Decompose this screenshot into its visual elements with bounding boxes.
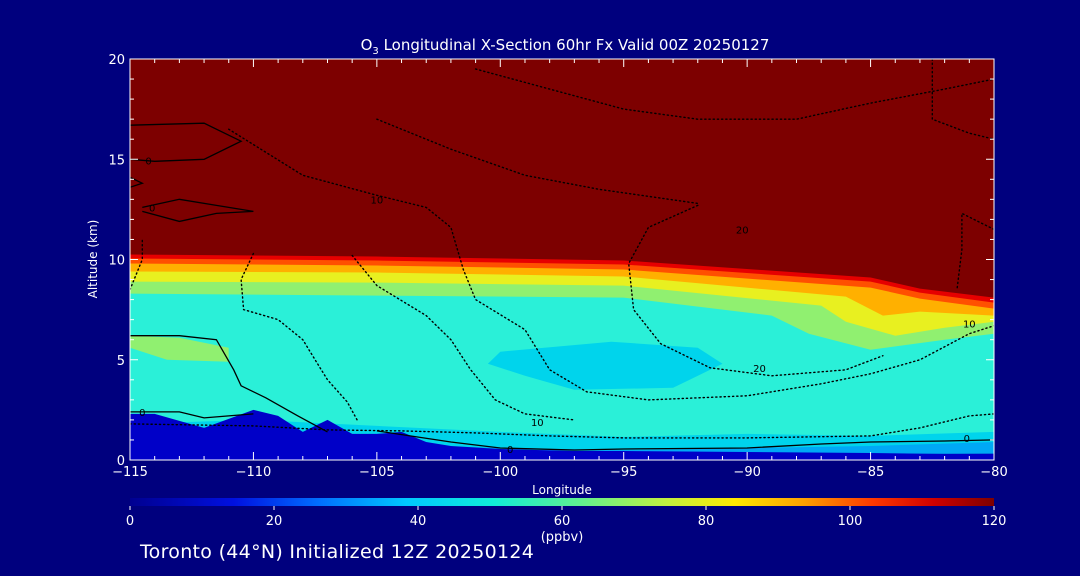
y-tick-label: 0 [117,454,125,469]
terrain-mask [130,409,994,460]
x-tick-label: −100 [482,465,518,480]
x-axis-label: Longitude [532,483,592,497]
contour-label-8-0: 10 [531,418,544,429]
colorbar-tick-label: 40 [410,514,427,529]
contour-line-11 [931,59,994,140]
x-tick-label: −80 [980,465,1007,480]
contour-line-4 [130,411,254,419]
colorbar-tick-label: 60 [554,514,571,529]
contour-line-3 [130,335,328,433]
fill-patch-65 [130,335,229,362]
concentration-fills [130,59,994,460]
colorbar-tick-label: 120 [982,514,1007,529]
y-tick-label: 10 [108,254,125,269]
x-tick-label: −110 [236,465,272,480]
plot-area: 0 0 0 0 0 10 10 20 20 10 [130,59,994,460]
contour-line-6 [227,128,994,401]
contour-line-0 [130,122,243,162]
y-axis: 0 5 10 15 20 [108,53,994,469]
terrain-layer [130,409,994,460]
x-tick-label: −95 [610,465,637,480]
x-tick-label: −85 [857,465,884,480]
init-info-footer: Toronto (44°N) Initialized 12Z 20250124 [140,541,535,563]
contour-label-2-0: 0 [149,203,155,214]
contour-line-13 [130,238,144,291]
contour-line-8 [130,413,994,439]
colorbar-ticks: 0 20 40 60 80 100 120 [126,506,1007,529]
x-tick-label: −90 [733,465,760,480]
colorbar-tick-label: 0 [126,514,134,529]
x-tick-label: −115 [112,465,148,480]
fill-patch-45 [487,341,723,390]
contour-label-7-0: 20 [736,225,749,236]
contour-label-6-0: 10 [370,195,383,206]
colorbar-tick-label: 100 [838,514,863,529]
contour-lines [130,59,994,451]
y-tick-label: 15 [108,153,125,168]
chart-title: O3 Longitudinal X-Section 60hr Fx Valid … [361,36,770,57]
contour-line-7 [627,204,884,377]
contour-label-0-0: 0 [145,156,151,167]
contour-line-5 [376,430,994,451]
contour-line-12 [956,212,994,291]
contour-line-2 [142,198,254,223]
contour-line-9 [474,68,994,120]
contour-label-5-0: 0 [507,445,513,456]
contour-label-7-1: 20 [753,364,766,375]
y-tick-label: 5 [117,354,125,369]
x-tick-label: −105 [359,465,395,480]
contour-label-6-1: 10 [963,320,976,331]
y-axis-label: Altitude (km) [86,220,100,299]
colorbar [130,498,994,506]
y-tick-label: 20 [108,53,125,68]
contour-label-4-0: 0 [139,408,145,419]
contour-line-14 [240,252,358,421]
contour-labels: 0 0 0 0 0 10 10 20 20 10 [139,156,976,456]
colorbar-tick-label: 20 [266,514,283,529]
x-axis: −115 −110 −105 −100 −95 −90 −85 −80 [112,59,1008,480]
colorbar-unit-label: (ppbv) [541,530,584,545]
contour-label-5-1: 0 [964,434,970,445]
colorbar-tick-label: 80 [698,514,715,529]
contour-line-1 [130,176,145,188]
